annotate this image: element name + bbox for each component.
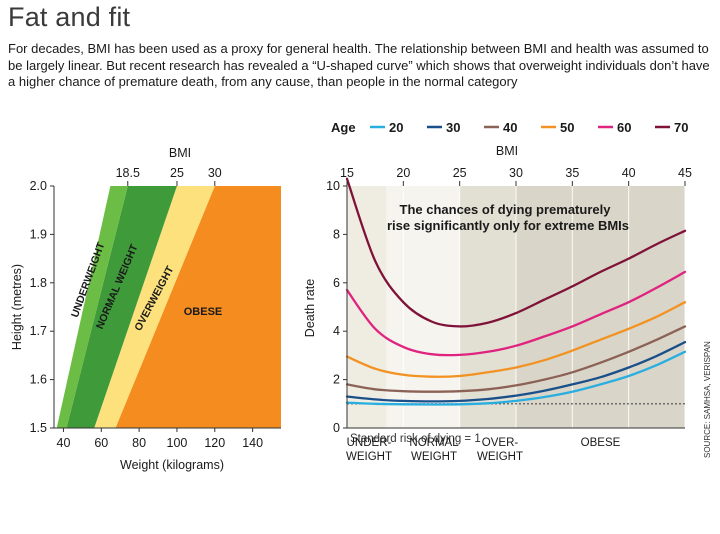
death-top-tick-label: 20 xyxy=(396,166,410,180)
region-label-obese: OBESE xyxy=(184,306,223,318)
death-top-tick-label: 35 xyxy=(565,166,579,180)
bmi-y-tick-label: 2.0 xyxy=(30,179,47,193)
baseline-label: Standard risk of dying = 1 xyxy=(350,433,481,445)
age-legend: Age 20 30 40 50 60 70 xyxy=(331,120,688,135)
death-y-tick-label: 4 xyxy=(333,324,340,338)
bmi-x-tick-label: 80 xyxy=(132,436,146,450)
death-y-tick-label: 10 xyxy=(326,179,340,193)
death-top-axis-label: BMI xyxy=(496,144,518,158)
legend-label-age-40: 40 xyxy=(503,120,517,135)
death-top-tick-label: 25 xyxy=(453,166,467,180)
bmi-x-tick-label: 120 xyxy=(204,436,225,450)
bmi-y-tick-label: 1.6 xyxy=(30,373,47,387)
bmi-x-tick-label: 60 xyxy=(94,436,108,450)
series-line-age-20 xyxy=(345,350,687,406)
death-top-tick-label: 15 xyxy=(340,166,354,180)
death-y-tick-label: 6 xyxy=(333,276,340,290)
underweight-region xyxy=(56,186,128,428)
series-line-age-30 xyxy=(345,340,687,403)
bmi-y-axis-label: Height (metres) xyxy=(10,264,24,350)
death-rate-chart: The chances of dying prematurely rise si… xyxy=(303,144,692,463)
death-top-tick-label: 30 xyxy=(509,166,523,180)
bmi-category-label: UNDER-WEIGHT xyxy=(346,437,392,463)
death-y-tick-label: 0 xyxy=(333,421,340,435)
death-y-tick-label: 8 xyxy=(333,227,340,241)
bmi-category-band xyxy=(386,186,460,428)
bmi-x-tick-label: 140 xyxy=(242,436,263,450)
bmi-top-tick-label: 30 xyxy=(208,166,222,180)
overweight-region xyxy=(94,186,215,428)
annotation-line-1: The chances of dying prematurely xyxy=(400,202,612,217)
bmi-top-axis-label: BMI xyxy=(169,146,191,160)
intro-text: For decades, BMI has been used as a prox… xyxy=(8,41,710,89)
annotation-line-2: rise significantly only for extreme BMIs xyxy=(387,218,629,233)
legend-title: Age xyxy=(331,120,356,135)
bmi-top-tick-label: 25 xyxy=(170,166,184,180)
bmi-x-tick-label: 40 xyxy=(57,436,71,450)
bmi-x-tick-label: 100 xyxy=(167,436,188,450)
bmi-chart: 1.5 1.6 1.7 1.8 1.9 2.0 40 60 80 100 120 140 18.5 2… xyxy=(10,146,282,472)
death-top-tick-label: 45 xyxy=(678,166,692,180)
legend-label-age-20: 20 xyxy=(389,120,403,135)
bmi-category-band xyxy=(516,186,685,428)
legend-label-age-60: 60 xyxy=(617,120,631,135)
bmi-category-label: OBESE xyxy=(581,437,621,449)
series-line-age-50 xyxy=(345,301,687,378)
legend-label-age-30: 30 xyxy=(446,120,460,135)
normal-weight-region xyxy=(66,186,177,428)
bmi-y-tick-label: 1.7 xyxy=(30,324,47,338)
bmi-category-band xyxy=(347,186,387,428)
bmi-top-tick-label: 18.5 xyxy=(116,166,140,180)
source-note: SOURCE: SAMHSA, VERISPAN xyxy=(703,341,712,458)
bmi-category-label: OVER-WEIGHT xyxy=(477,437,523,463)
bmi-x-axis-label: Weight (kilograms) xyxy=(120,458,224,472)
series-line-age-70 xyxy=(345,177,687,328)
obese-region xyxy=(115,186,282,428)
legend-label-age-50: 50 xyxy=(560,120,574,135)
bmi-y-tick-label: 1.8 xyxy=(30,276,47,290)
series-line-age-60 xyxy=(345,270,687,357)
bmi-category-label: NORMAL WEIGHT xyxy=(409,437,459,463)
page-title: Fat and fit xyxy=(8,2,131,32)
bmi-y-tick-label: 1.5 xyxy=(30,421,47,435)
death-y-tick-label: 2 xyxy=(333,373,340,387)
series-line-age-40 xyxy=(345,325,687,393)
bmi-y-tick-label: 1.9 xyxy=(30,227,47,241)
legend-label-age-70: 70 xyxy=(674,120,688,135)
death-y-axis-label: Death rate xyxy=(303,279,317,337)
death-top-tick-label: 40 xyxy=(622,166,636,180)
